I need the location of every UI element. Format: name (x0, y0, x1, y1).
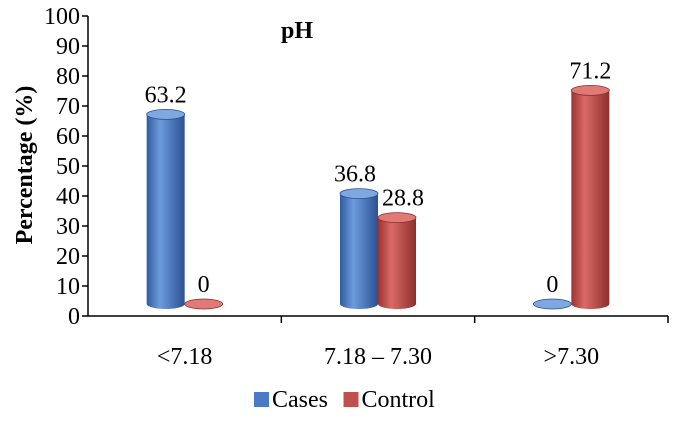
y-tick-label: 50 (56, 154, 80, 180)
bar-control-0 (184, 298, 224, 310)
bar-body (571, 90, 610, 310)
y-tick-label: 0 (68, 304, 80, 330)
bar-cases-1 (339, 188, 379, 309)
data-labels-group: 63.2 36.8 0 0 28.8 71.2 (145, 58, 612, 298)
bar-body (340, 193, 378, 309)
bar-top (339, 188, 379, 200)
y-tick-label: 70 (56, 94, 80, 120)
legend-label: Cases (272, 387, 328, 413)
y-axis-title: Percentage (%) (12, 86, 38, 245)
data-label-control-0: 0 (198, 272, 210, 298)
y-tick-label: 40 (56, 184, 80, 210)
data-label-cases-1: 36.8 (334, 162, 376, 188)
x-category-label: 7.18 – 7.30 (324, 344, 432, 370)
y-axis: 0 10 20 30 40 50 60 70 80 90 100 (44, 4, 89, 330)
y-tick-label: 10 (56, 274, 80, 300)
bar-top (570, 85, 610, 96)
y-tick-label: 90 (56, 34, 80, 60)
y-tick-label: 100 (44, 4, 80, 30)
bar-top (184, 298, 224, 310)
y-tick-label: 60 (56, 124, 80, 150)
bar-cases-0 (146, 109, 186, 310)
data-label-control-2: 71.2 (569, 58, 611, 84)
legend: Cases Control (254, 387, 435, 413)
y-tick-label: 80 (56, 64, 80, 90)
legend-item-control: Control (343, 387, 436, 413)
bar-body (378, 217, 416, 309)
bar-top (532, 298, 572, 310)
data-label-cases-2: 0 (546, 272, 558, 298)
bar-control-2 (570, 85, 610, 310)
x-category-label: <7.18 (157, 344, 213, 370)
chart-title: pH (281, 18, 313, 44)
x-axis: <7.18 7.18 – 7.30 >7.30 (88, 315, 669, 370)
bar-control-1 (377, 212, 417, 309)
data-label-cases-0: 63.2 (145, 82, 187, 108)
bars-group (146, 85, 610, 310)
legend-item-cases: Cases (254, 387, 328, 413)
y-tick-label: 20 (56, 244, 80, 270)
bar-top (146, 109, 186, 120)
bar-body (146, 114, 185, 310)
x-category-label: >7.30 (544, 344, 600, 370)
data-label-control-1: 28.8 (382, 186, 424, 212)
y-tick-label: 30 (56, 214, 80, 240)
legend-swatch (254, 392, 269, 407)
bar-cases-2 (532, 298, 572, 310)
bar-top (377, 212, 417, 224)
legend-swatch (343, 392, 359, 407)
legend-label: Control (362, 387, 436, 413)
